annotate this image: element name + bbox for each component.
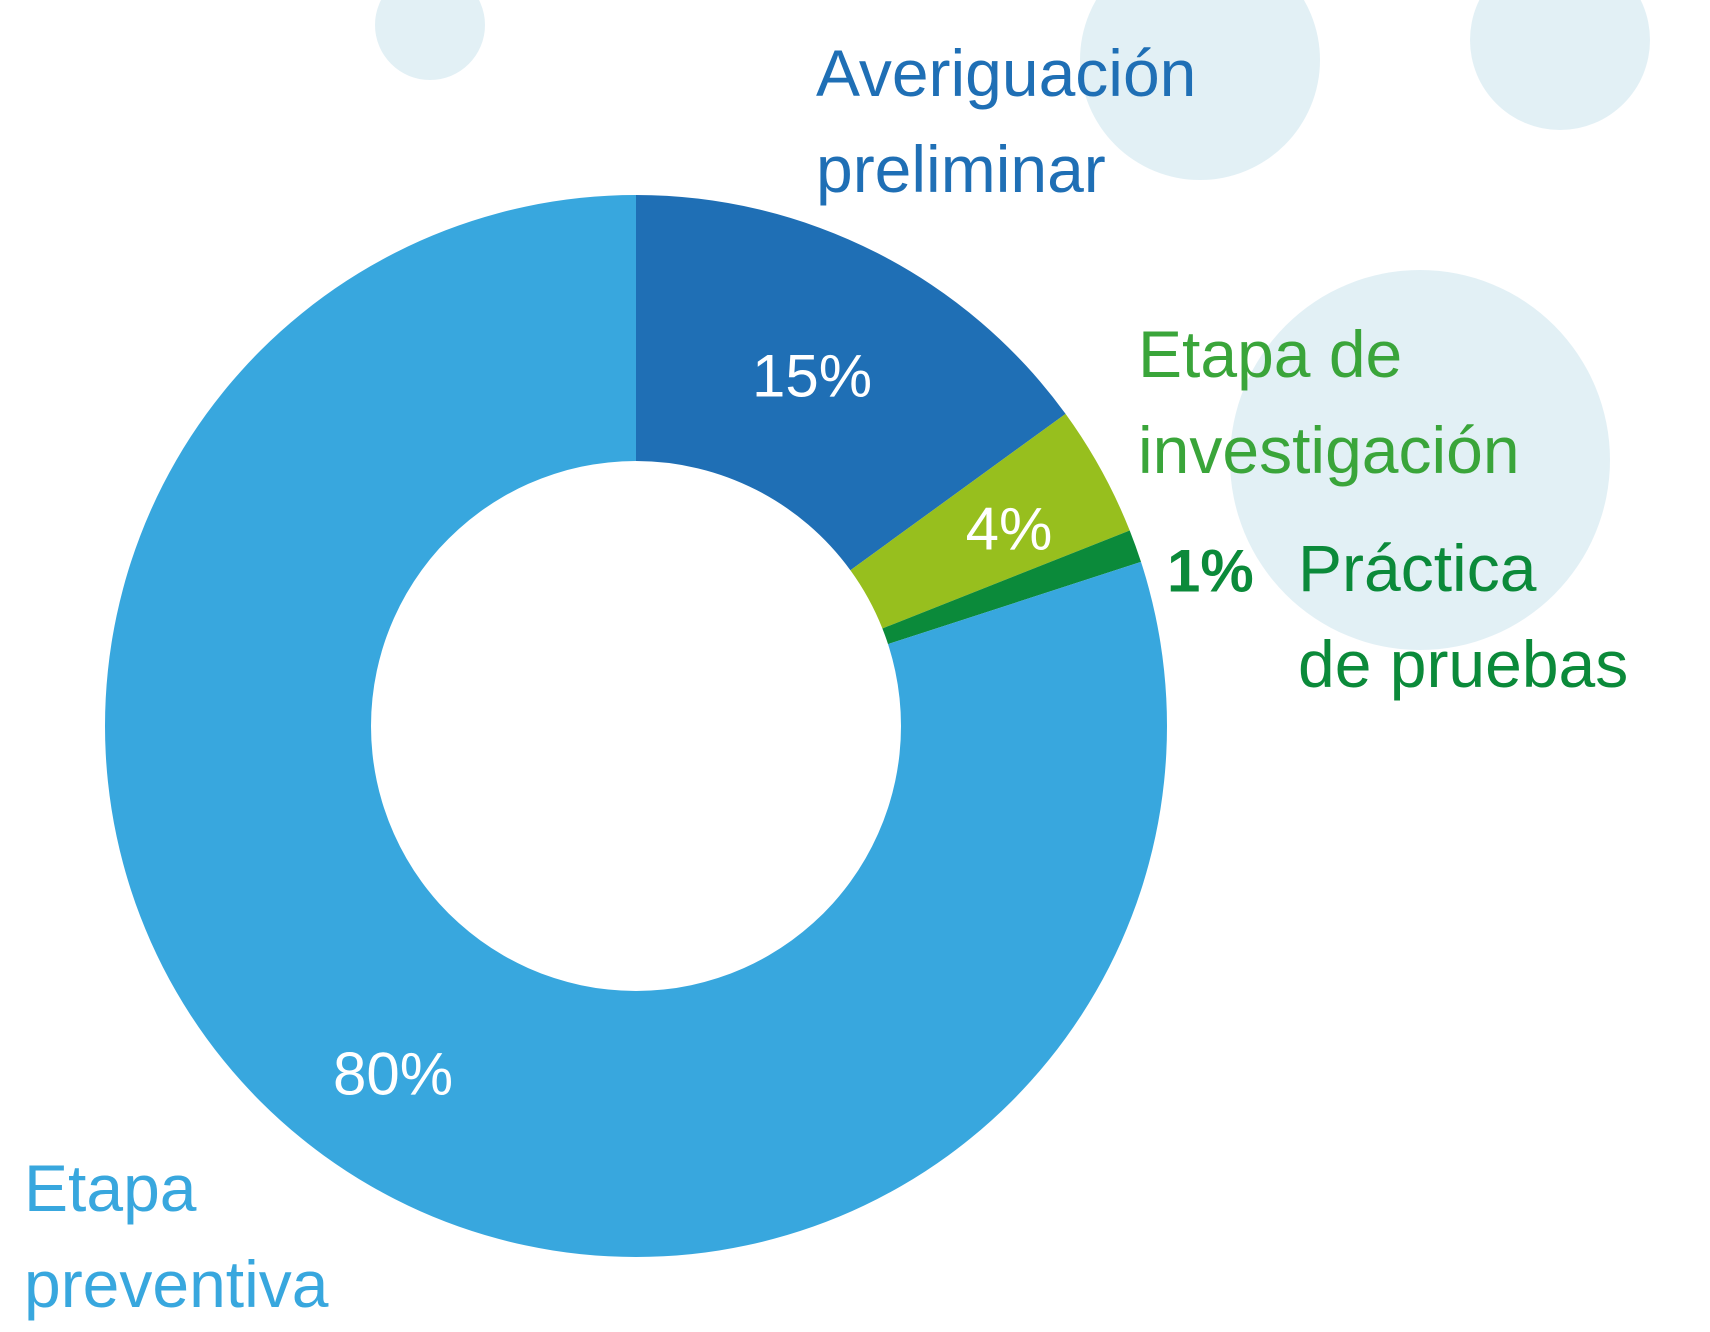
value-label: 80% [333,1040,453,1109]
value-label: 1% [1167,537,1254,606]
page: (() => { const data = JSON.parse(documen… [0,0,1710,1321]
category-label: Práctica de pruebas [1298,520,1628,712]
category-label: Etapa preventiva [24,1140,329,1332]
category-label: Etapa de investigación [1138,306,1520,498]
value-label: 4% [966,495,1053,564]
category-label: Averiguación preliminar [816,25,1196,217]
value-label: 15% [752,342,872,411]
